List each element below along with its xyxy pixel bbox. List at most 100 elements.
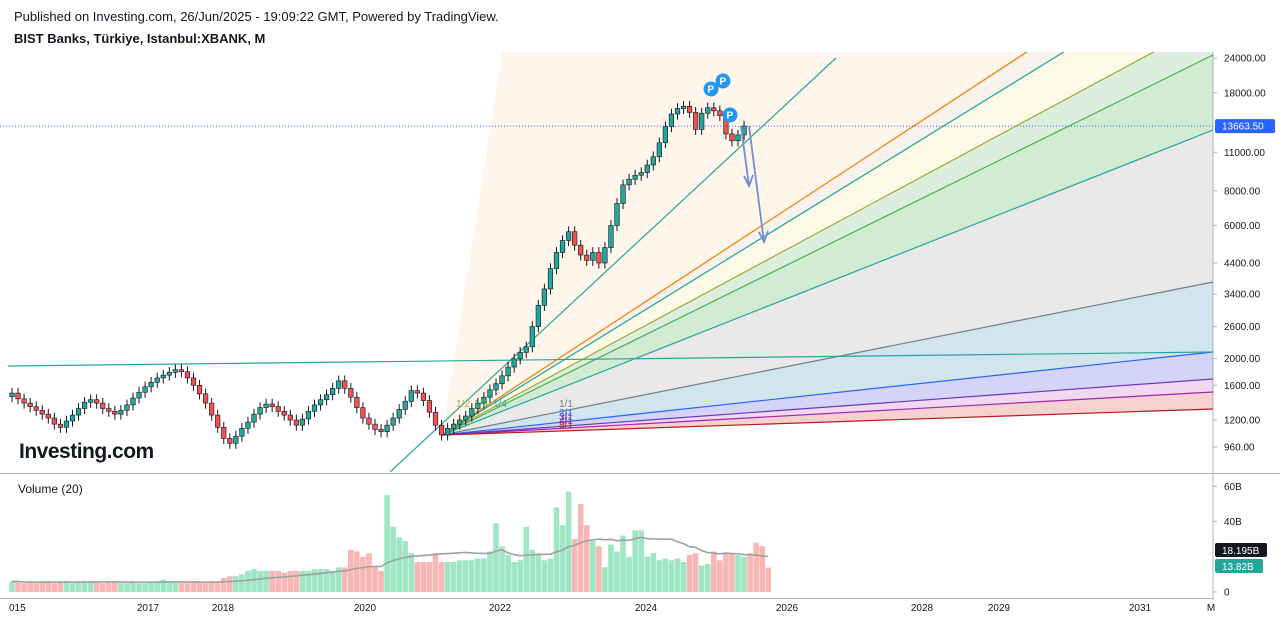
fan-line	[441, 129, 1213, 436]
volume-bar	[438, 562, 445, 592]
time-axis[interactable]: 015 2017 2018 2020 2022 2024 2026 2028 2029 2031 M	[9, 603, 1215, 614]
volume-bar	[390, 526, 396, 592]
event-marker-2[interactable]: P	[715, 73, 731, 89]
candle-body	[463, 415, 469, 421]
volume-bar	[650, 553, 657, 592]
volume-bar	[166, 581, 173, 592]
volume-bar	[239, 574, 245, 592]
volume-bar	[565, 491, 572, 592]
candle-body	[360, 407, 366, 419]
volume-series[interactable]	[9, 491, 772, 592]
volume-bar	[662, 558, 669, 592]
time-tick-label: 2028	[911, 603, 934, 614]
volume-bar	[656, 560, 663, 592]
fan-label-1-2: 1/2	[456, 399, 470, 410]
volume-bar	[583, 525, 590, 592]
candle-body	[203, 393, 209, 404]
candle-body	[699, 112, 705, 130]
volume-bar	[614, 551, 620, 592]
candlestick-series[interactable]	[9, 100, 747, 449]
volume-ma-badge: 18.195B	[1215, 543, 1267, 557]
volume-bar	[124, 583, 130, 592]
volume-bar	[148, 581, 154, 592]
volume-bar	[281, 572, 288, 592]
candle-body	[281, 410, 287, 416]
time-tick-label: 2017	[137, 603, 160, 614]
candle-body	[94, 399, 100, 404]
candle-body	[184, 371, 191, 379]
volume-bar	[408, 553, 415, 592]
candle-body	[190, 377, 197, 386]
volume-bar	[323, 569, 330, 592]
event-marker-1[interactable]: P	[703, 81, 719, 97]
volume-bar	[680, 562, 687, 592]
candle-body	[608, 225, 614, 248]
candle-body	[541, 288, 547, 306]
candle-body	[112, 410, 118, 415]
volume-bar	[608, 544, 614, 592]
candle-body	[674, 108, 681, 115]
candle-body	[662, 126, 668, 144]
svg-text:P: P	[727, 111, 734, 122]
price-tick-label: 8000.00	[1224, 186, 1261, 197]
fan-line	[441, 408, 1213, 436]
event-marker-3[interactable]: P	[722, 107, 738, 123]
candle-body	[305, 410, 312, 420]
volume-bar	[686, 555, 693, 592]
candle-body	[650, 156, 656, 166]
volume-bar	[378, 570, 384, 592]
candle-body	[9, 392, 15, 398]
fan-line	[441, 281, 1213, 436]
candle-body	[705, 107, 711, 114]
gann-fan[interactable]	[7, 0, 1213, 472]
price-tick-label: 24000.00	[1224, 54, 1266, 65]
svg-text:P: P	[720, 77, 727, 88]
candle-body	[559, 240, 566, 253]
volume-bar	[87, 581, 94, 592]
volume-bar	[214, 581, 221, 592]
volume-bar	[723, 553, 729, 592]
drawing-overlay[interactable]	[740, 125, 769, 245]
volume-bar	[511, 562, 517, 592]
volume-bar	[15, 581, 21, 592]
candle-body	[565, 231, 572, 241]
candle-body	[342, 380, 348, 389]
candle-body	[63, 420, 70, 428]
candle-body	[547, 268, 554, 290]
volume-bar	[698, 565, 705, 592]
fan-label-4-1: 4/1	[559, 416, 573, 427]
volume-bar	[354, 551, 360, 592]
volume-bar	[130, 581, 136, 592]
fan-label-1-3: 1/3	[474, 399, 488, 410]
volume-bar	[233, 576, 239, 592]
candle-body	[729, 133, 735, 142]
price-tick-label: 2600.00	[1224, 322, 1261, 333]
volume-bar	[414, 562, 421, 592]
volume-bar	[348, 549, 354, 592]
fan-label-2-1: 2/1	[559, 408, 573, 419]
volume-tick-label: 0	[1224, 588, 1230, 599]
volume-bar	[69, 583, 76, 592]
candle-body	[45, 413, 51, 419]
price-axis[interactable]: 24000.00 18000.00 11000.00 8000.00 6000.00 44…	[1213, 54, 1266, 454]
candle-body	[366, 417, 372, 425]
candle-body	[88, 399, 94, 403]
candle-body	[457, 419, 463, 425]
volume-bar	[45, 581, 52, 592]
time-tick-label: 2022	[489, 603, 512, 614]
volume-bar	[523, 526, 530, 592]
time-tick-label: 2029	[988, 603, 1011, 614]
volume-bar	[571, 539, 578, 592]
volume-bar	[293, 570, 300, 592]
fan-line	[441, 52, 1065, 436]
volume-bar	[529, 549, 536, 592]
volume-bar	[251, 569, 257, 592]
candle-body	[614, 203, 620, 226]
fan-line	[389, 57, 837, 472]
candle-body	[33, 406, 39, 411]
horizontal-trendline	[7, 351, 1213, 367]
volume-bar	[462, 560, 469, 592]
volume-bar	[372, 567, 378, 592]
volume-bar	[118, 583, 124, 592]
